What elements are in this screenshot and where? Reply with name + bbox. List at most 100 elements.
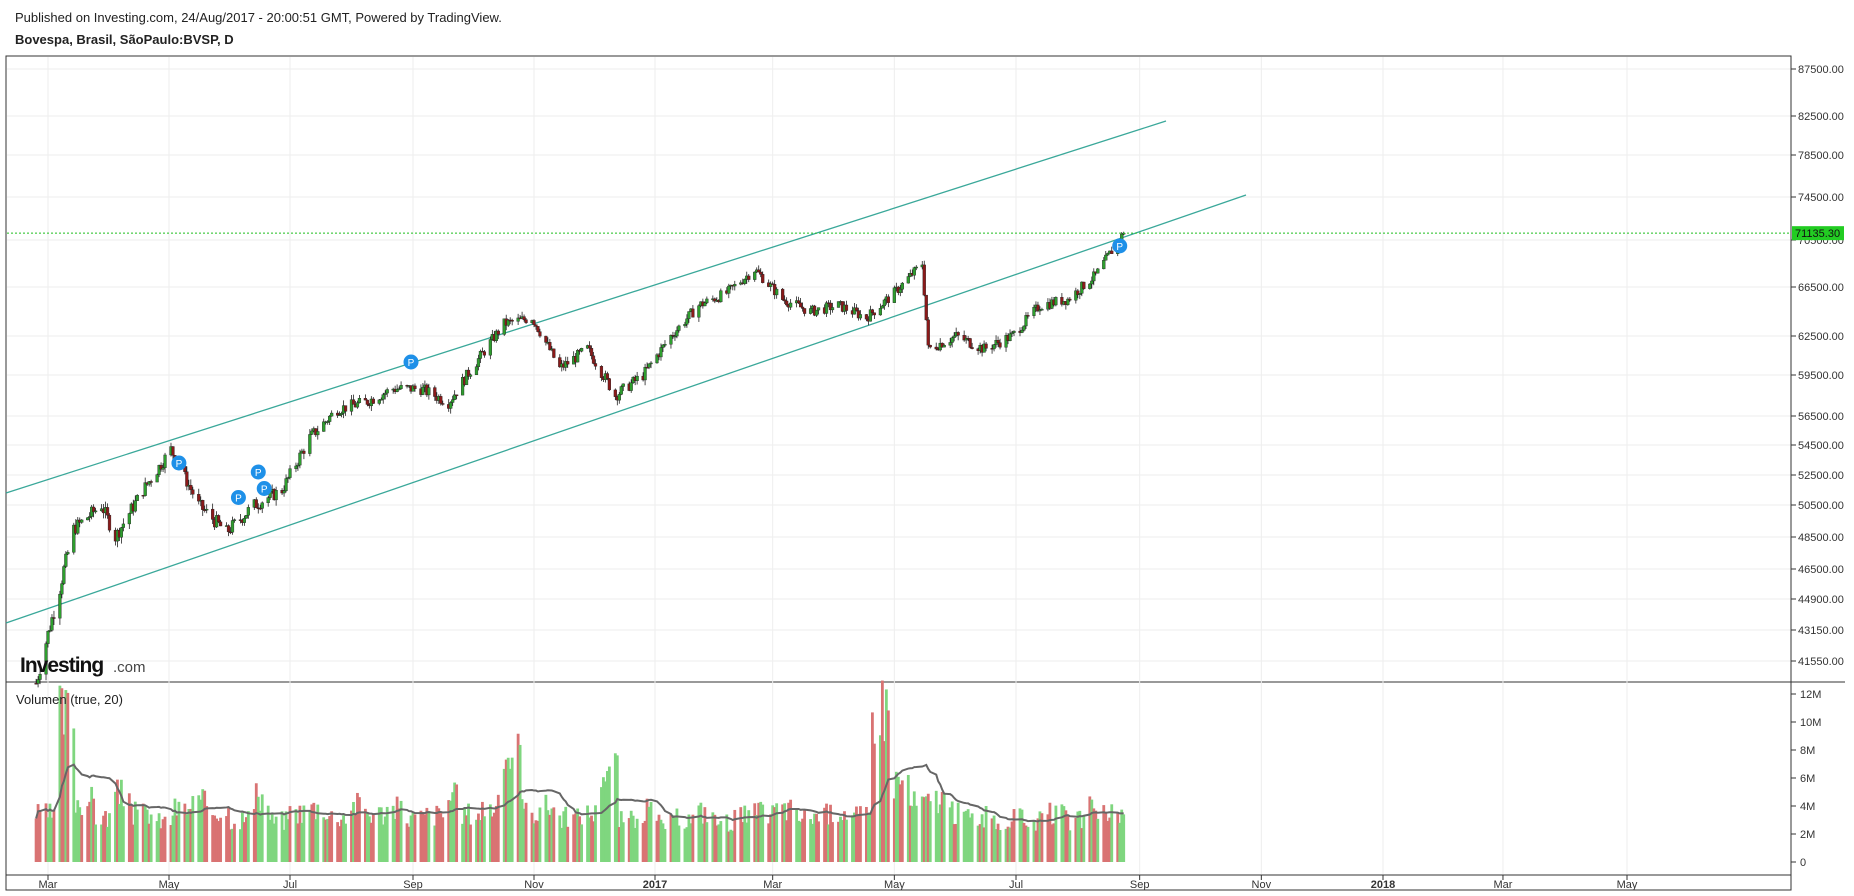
volume-bar-339 [978, 824, 982, 862]
candle-body-374 [1076, 290, 1080, 295]
candle-body-112 [343, 405, 348, 412]
candle-body-36 [133, 500, 137, 512]
volume-bar-17 [80, 815, 84, 862]
candle-body-125 [381, 394, 385, 400]
volume-bar-21 [92, 798, 96, 862]
candle-body-58 [197, 494, 201, 502]
volume-bar-311 [898, 784, 902, 862]
volume-bar-41 [147, 823, 151, 862]
volume-bar-377 [1082, 815, 1086, 862]
symbol-title: Bovespa, Brasil, SãoPaulo:BVSP, D [15, 32, 234, 47]
volume-bar-138 [419, 810, 423, 862]
volume-bar-316 [912, 791, 916, 862]
time-tick-label-9: Sep [1130, 879, 1150, 891]
volume-bar-137 [413, 814, 417, 862]
volume-bar-106 [328, 816, 332, 862]
candle-body-71 [230, 520, 235, 533]
volume-bar-295 [855, 806, 858, 862]
volume-bar-201 [592, 821, 595, 862]
marker-circle-4[interactable] [403, 354, 419, 370]
volume-bar-343 [990, 818, 994, 862]
volume-bar-298 [865, 806, 868, 862]
volume-bar-390 [1120, 809, 1124, 862]
candle-body-362 [1040, 309, 1044, 311]
volume-bar-345 [994, 829, 998, 862]
volume-bar-160 [479, 820, 482, 862]
volume-bar-127 [385, 806, 389, 862]
candle-body-287 [830, 307, 835, 311]
candle-body-182 [538, 331, 542, 337]
candle-body-195 [576, 350, 580, 363]
volume-bar-283 [823, 807, 826, 862]
marker-circle-3[interactable] [256, 481, 272, 496]
volume-bar-193 [572, 814, 576, 862]
marker-circle-1[interactable] [250, 464, 266, 480]
marker-circle-5[interactable] [1112, 238, 1128, 254]
candle-body-12 [66, 552, 70, 555]
volume-bar-306 [884, 689, 888, 862]
volume-bar-12 [66, 692, 70, 862]
candle-body-286 [828, 302, 833, 311]
candle-body-346 [996, 340, 1000, 343]
volume-bar-242 [705, 822, 709, 862]
volume-bar-272 [789, 799, 793, 862]
candle-body-258 [753, 271, 757, 280]
volume-bar-212 [621, 822, 625, 862]
volume-bar-60 [201, 789, 205, 862]
volume-bar-259 [755, 815, 759, 862]
candle-body-127 [385, 389, 389, 394]
volume-bar-178 [530, 812, 534, 862]
marker-circle-0[interactable] [171, 455, 187, 471]
candle-body-79 [254, 499, 258, 509]
candle-body-49 [171, 446, 175, 456]
volume-bar-344 [992, 815, 996, 862]
candle-body-380 [1092, 271, 1096, 282]
volume-bar-270 [785, 820, 789, 862]
volume-ma-line [35, 763, 1124, 823]
volume-bar-358 [1032, 820, 1036, 862]
time-tick-label-10: Nov [1252, 879, 1272, 891]
candle-body-230 [673, 335, 677, 338]
volume-bar-148 [447, 800, 451, 862]
channel-upper [5, 120, 1167, 494]
volume-bar-334 [964, 810, 968, 862]
volume-bar-237 [691, 814, 695, 862]
volume-bar-267 [775, 803, 779, 862]
candle-body-262 [761, 274, 765, 283]
volume-bar-333 [962, 811, 966, 862]
volume-bar-322 [928, 801, 932, 862]
volume-bar-304 [880, 680, 884, 862]
candle-body-270 [785, 300, 789, 306]
volume-bar-53 [183, 803, 187, 862]
volume-bar-328 [948, 807, 952, 862]
marker-circle-2[interactable] [230, 490, 246, 505]
volume-bar-276 [801, 818, 804, 862]
candle-body-228 [669, 335, 673, 345]
candle-body-124 [379, 399, 383, 401]
candle-body-151 [453, 394, 457, 400]
volume-bar-300 [869, 812, 872, 862]
candle-body-276 [800, 306, 805, 309]
candle-body-267 [775, 288, 779, 296]
candle-body-226 [661, 344, 665, 348]
price-tick-label-3: 74500.00 [1798, 192, 1844, 204]
volume-bar-347 [998, 830, 1002, 862]
volume-bar-31 [119, 779, 123, 862]
volume-tick-label-1: 10M [1800, 717, 1821, 729]
volume-bar-250 [729, 829, 733, 862]
volume-bar-182 [538, 807, 542, 862]
volume-bar-371 [1066, 814, 1070, 862]
volume-bar-120 [367, 816, 371, 862]
candle-body-372 [1068, 298, 1072, 301]
volume-bar-191 [564, 806, 568, 862]
volume-bar-85 [270, 812, 274, 862]
volume-bar-34 [129, 805, 133, 862]
candle-body-183 [544, 335, 548, 343]
candle-body-303 [878, 308, 882, 316]
candle-body-249 [727, 285, 731, 294]
volume-bar-114 [352, 801, 355, 862]
candle-body-137 [413, 385, 417, 389]
candle-body-67 [218, 521, 223, 527]
volume-bar-308 [892, 798, 896, 862]
volume-bar-81 [258, 810, 262, 862]
